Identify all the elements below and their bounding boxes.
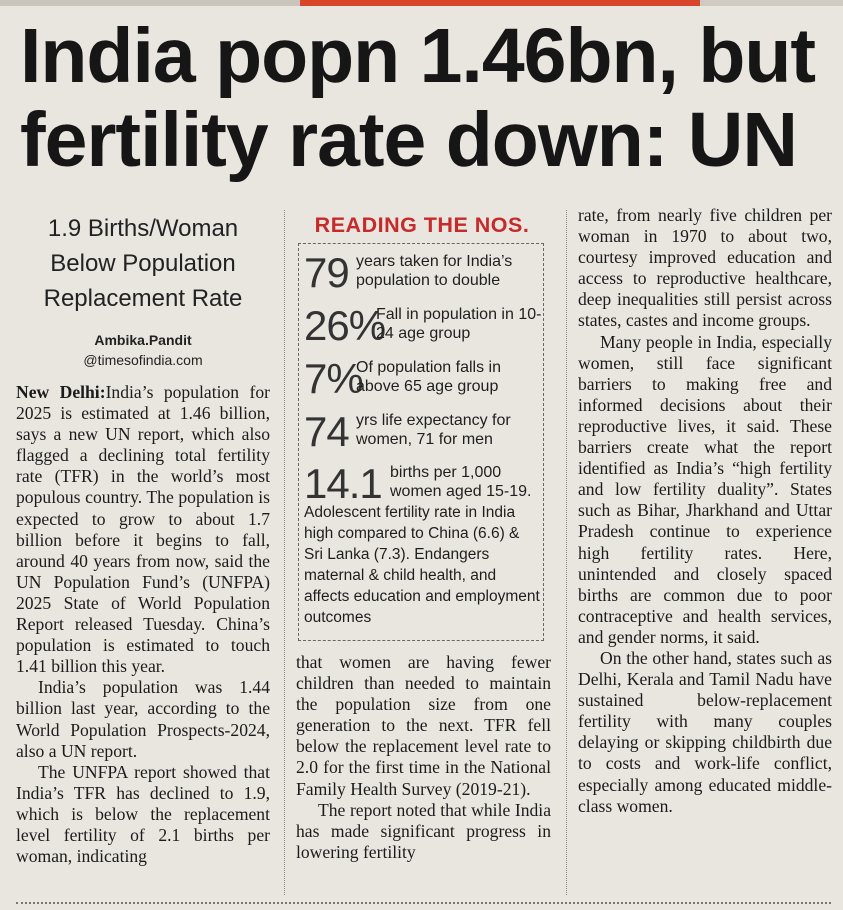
stat-text: births per 1,000 women aged 15-19.: [390, 464, 532, 500]
article-column-3: rate, from nearly five children per woma…: [578, 205, 832, 817]
paragraph: On the other hand, states such as Delhi,…: [578, 647, 832, 816]
stat-item: 79 years taken for India’s population to…: [304, 249, 544, 299]
paragraph: The UNFPA report showed that India’s TFR…: [16, 761, 270, 867]
factbox-frame: [298, 243, 544, 641]
paragraph: rate, from nearly five children per woma…: [578, 205, 832, 331]
dateline: New Delhi:: [16, 382, 106, 402]
stat-item: 26% Fall in population in 10-24 age grou…: [304, 302, 544, 352]
stat-item: 74 yrs life expectancy for women, 71 for…: [304, 408, 544, 458]
deck-line-3: Replacement Rate: [43, 285, 243, 312]
headline: India popn 1.46bn, but fertility rate do…: [20, 14, 830, 182]
factbox-title: READING THE NOS.: [314, 213, 530, 237]
deck-line-1: 1.9 Births/Woman: [47, 215, 239, 242]
bottom-rule: [16, 902, 831, 904]
stat-number: 79: [304, 249, 350, 296]
headline-line-2: fertility rate down: UN: [20, 97, 798, 183]
deck-line-2: Below Population: [50, 250, 236, 277]
stat-text: Of population falls in above 65 age grou…: [356, 359, 501, 395]
article-column-2: that women are having fewer children tha…: [296, 652, 551, 863]
paragraph: Many people in India, especially women, …: [578, 331, 832, 647]
headline-line-1: India popn 1.46bn, but: [20, 13, 816, 99]
stat-text: yrs life expectancy for women, 71 for me…: [356, 412, 511, 448]
paragraph: The report noted that while India has ma…: [296, 799, 551, 862]
byline-handle: @timesofindia.com: [83, 352, 203, 368]
deck: 1.9 Births/Woman Below Population Replac…: [16, 211, 270, 316]
stat-text: years taken for India’s population to do…: [356, 253, 513, 289]
stat-item: 14.1 births per 1,000 women aged 15-19.: [304, 460, 544, 510]
article-column-1: 1.9 Births/Woman Below Population Replac…: [16, 205, 270, 867]
top-color-band: [0, 0, 843, 6]
factbox: READING THE NOS. 79 years taken for Indi…: [298, 211, 546, 641]
paragraph-text: India’s population for 2025 is estimated…: [16, 382, 271, 677]
paragraph: India’s population was 1.44 billion last…: [16, 677, 270, 761]
stat-text: Fall in population in 10-24 age group: [376, 306, 542, 342]
column-divider: [284, 210, 286, 895]
stat-number: 7%: [304, 355, 364, 402]
column-divider: [566, 210, 568, 895]
paragraph: New Delhi:India’s population for 2025 is…: [16, 382, 270, 677]
paragraph: that women are having fewer children tha…: [296, 652, 551, 799]
stat-number: 26%: [304, 302, 386, 349]
stat-number: 74: [304, 408, 350, 455]
byline-author: Ambika.Pandit: [94, 332, 192, 348]
factbox-footnote: Adolescent fertility rate in India high …: [304, 504, 540, 626]
stat-number: 14.1: [304, 460, 383, 507]
byline: Ambika.Pandit @timesofindia.com: [16, 330, 270, 370]
stat-item: 7% Of population falls in above 65 age g…: [304, 355, 544, 405]
